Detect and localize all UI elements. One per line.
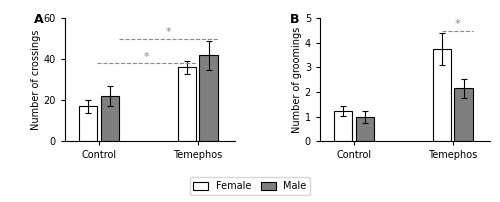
Bar (100, 96, 119, 141)
Text: *: * (166, 27, 172, 37)
Bar (79, 106, 98, 141)
Y-axis label: Number of crossings: Number of crossings (31, 30, 41, 130)
Bar (200, 55, 218, 141)
Text: *: * (454, 19, 460, 29)
Bar (433, 49, 452, 141)
Bar (178, 67, 197, 141)
Bar (334, 111, 352, 141)
Text: A: A (34, 13, 44, 26)
Y-axis label: Number of groomings: Number of groomings (292, 27, 302, 133)
Text: *: * (144, 52, 150, 62)
Text: B: B (290, 13, 299, 26)
Bar (454, 88, 473, 141)
Bar (356, 117, 374, 141)
Legend: Female, Male: Female, Male (190, 177, 310, 195)
